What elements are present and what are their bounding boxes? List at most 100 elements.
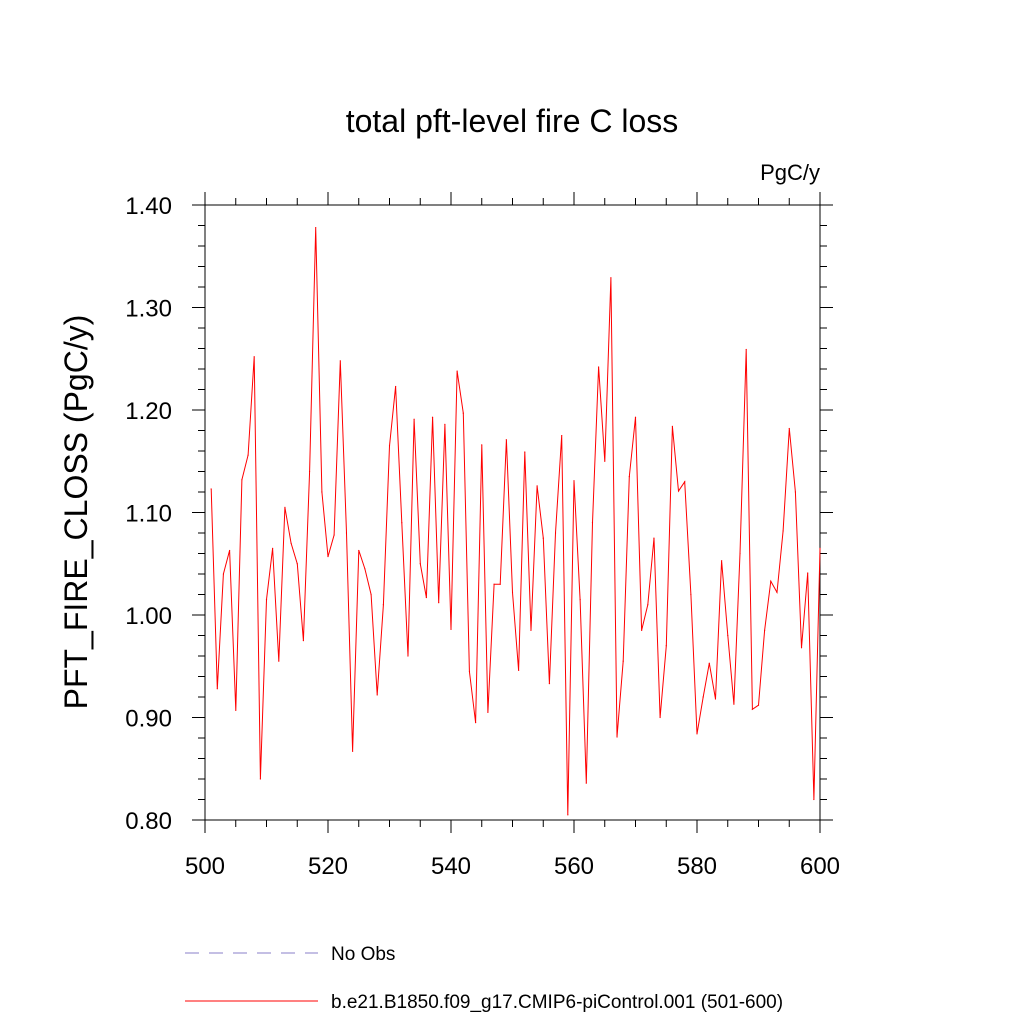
data-point [819, 547, 821, 549]
data-point [431, 416, 434, 418]
data-point [462, 412, 464, 414]
data-point [524, 451, 526, 453]
data-point [641, 629, 643, 631]
data-point [598, 366, 600, 368]
tick-labels-layer: 500 520 540 560 580 600 0.80 0.90 1.00 1.10 1.20 1.… [125, 193, 840, 880]
data-point [339, 360, 341, 362]
data-point [413, 418, 415, 420]
data-point [518, 669, 520, 671]
data-point [401, 522, 403, 524]
data-point [567, 814, 569, 816]
y-axis-label: PFT_FIRE_CLOSS (PgC/y) [58, 315, 94, 710]
data-point [315, 226, 317, 229]
data-point [634, 416, 637, 418]
data-point [788, 427, 790, 430]
data-point [671, 425, 674, 427]
data-point [444, 423, 446, 425]
data-point [456, 370, 458, 372]
data-point [327, 555, 329, 558]
y-tick-label: 1.00 [125, 603, 172, 630]
data-point [284, 506, 286, 508]
data-point [370, 593, 372, 596]
data-point [554, 532, 557, 534]
data-point [247, 454, 249, 456]
data-point [308, 470, 311, 473]
data-point [425, 596, 427, 599]
data-point [382, 604, 384, 606]
data-point [216, 688, 218, 690]
legend-label-control-run: b.e21.B1850.f09_g17.CMIP6-piControl.001 … [331, 992, 783, 1013]
data-point [388, 445, 391, 447]
data-point [493, 583, 495, 585]
data-point [764, 629, 766, 631]
data-point [542, 537, 544, 539]
data-point [222, 573, 225, 575]
plot-frame [204, 204, 821, 821]
y-tick-label: 1.10 [125, 501, 172, 528]
data-point [241, 479, 243, 481]
data-point [530, 629, 532, 631]
data-layer [210, 226, 821, 816]
data-point [358, 549, 360, 552]
data-point [321, 491, 323, 493]
data-point [690, 593, 692, 596]
data-point [628, 476, 630, 478]
data-point [708, 662, 710, 664]
data-point [511, 591, 514, 594]
data-point [364, 568, 366, 570]
data-point [659, 716, 661, 719]
x-tick-label: 540 [431, 853, 471, 880]
data-point [548, 683, 551, 685]
data-point [259, 778, 261, 780]
data-point [419, 563, 421, 565]
data-point [302, 640, 304, 642]
data-point [813, 798, 815, 801]
units-label: PgC/y [760, 160, 820, 185]
data-point [794, 491, 797, 493]
data-point [536, 485, 538, 487]
data-point [751, 708, 753, 710]
data-point [505, 439, 507, 441]
data-point [684, 481, 686, 483]
data-point [481, 444, 483, 446]
data-point [653, 537, 655, 539]
data-point [561, 435, 563, 437]
data-point [407, 655, 409, 657]
data-point [487, 711, 489, 713]
data-point [721, 560, 723, 562]
x-tick-label: 580 [677, 853, 717, 880]
data-point [585, 782, 587, 784]
data-point [296, 563, 298, 565]
data-point [290, 542, 292, 544]
data-point [782, 530, 784, 532]
data-point [604, 460, 606, 462]
x-tick-label: 600 [800, 853, 840, 880]
data-point [776, 591, 778, 594]
data-point [677, 490, 680, 492]
x-tick-label: 500 [185, 853, 225, 880]
data-point [265, 599, 268, 601]
data-point [352, 750, 354, 752]
legend: No Obs b.e21.B1850.f09_g17.CMIP6-piContr… [185, 944, 783, 1013]
data-point [450, 628, 452, 630]
x-tick-label: 560 [554, 853, 594, 880]
data-point [616, 736, 618, 738]
data-point [733, 703, 735, 705]
data-point [665, 645, 667, 647]
data-point [696, 733, 698, 735]
data-point [647, 604, 649, 606]
data-point [800, 647, 803, 649]
data-point [702, 696, 704, 698]
y-tick-label: 0.90 [125, 706, 172, 733]
data-point [579, 599, 581, 601]
data-point [622, 660, 624, 662]
chart-title: total pft-level fire C loss [346, 103, 679, 139]
data-point [438, 602, 440, 604]
data-point [333, 534, 335, 536]
y-tick-label: 1.30 [125, 296, 172, 323]
data-point [499, 583, 501, 585]
data-point [727, 634, 729, 637]
data-point [253, 356, 255, 358]
data-point [278, 660, 280, 662]
